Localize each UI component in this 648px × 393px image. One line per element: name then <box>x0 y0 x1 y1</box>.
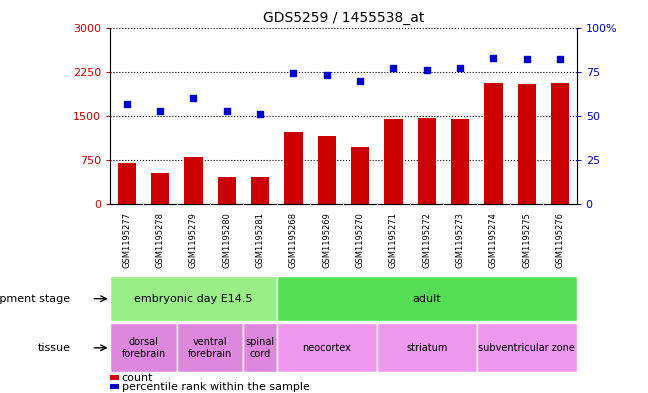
Bar <box>518 83 536 204</box>
Text: subventricular zone: subventricular zone <box>478 343 575 353</box>
Point <box>122 100 132 107</box>
Bar <box>118 163 136 204</box>
Text: neocortex: neocortex <box>303 343 351 353</box>
Text: GSM1195272: GSM1195272 <box>422 212 432 268</box>
Title: GDS5259 / 1455538_at: GDS5259 / 1455538_at <box>262 11 424 25</box>
Bar <box>384 119 402 204</box>
Text: GSM1195270: GSM1195270 <box>356 212 365 268</box>
Point <box>155 107 165 114</box>
Text: adult: adult <box>412 294 441 304</box>
Point <box>422 67 432 73</box>
Text: GSM1195275: GSM1195275 <box>522 212 531 268</box>
Point <box>388 65 399 71</box>
Bar <box>551 83 569 204</box>
Point <box>321 72 332 78</box>
Bar <box>376 323 477 372</box>
Bar <box>477 323 577 372</box>
Bar <box>177 323 244 372</box>
Bar <box>184 157 203 204</box>
Text: GSM1195268: GSM1195268 <box>289 212 298 268</box>
Bar <box>218 177 236 204</box>
Text: GSM1195276: GSM1195276 <box>555 212 564 268</box>
Text: ventral
forebrain: ventral forebrain <box>188 337 232 358</box>
Bar <box>110 375 119 380</box>
Text: GSM1195271: GSM1195271 <box>389 212 398 268</box>
Text: GSM1195281: GSM1195281 <box>255 212 264 268</box>
Bar <box>251 177 270 204</box>
Bar <box>110 276 277 321</box>
Bar <box>151 173 169 204</box>
Text: GSM1195274: GSM1195274 <box>489 212 498 268</box>
Bar <box>277 323 376 372</box>
Bar <box>284 132 303 204</box>
Text: GSM1195277: GSM1195277 <box>122 212 132 268</box>
Text: spinal
cord: spinal cord <box>246 337 275 358</box>
Point <box>522 56 532 62</box>
Text: count: count <box>122 373 154 383</box>
Text: dorsal
forebrain: dorsal forebrain <box>121 337 166 358</box>
Text: development stage: development stage <box>0 294 71 304</box>
Text: GSM1195278: GSM1195278 <box>156 212 165 268</box>
Point <box>255 111 265 117</box>
Bar <box>484 83 503 204</box>
Point <box>355 77 365 84</box>
Bar <box>244 323 277 372</box>
Point <box>222 107 232 114</box>
Point <box>555 56 565 62</box>
Text: GSM1195269: GSM1195269 <box>322 212 331 268</box>
Text: GSM1195279: GSM1195279 <box>189 212 198 268</box>
Point <box>488 54 498 61</box>
Point <box>189 95 199 101</box>
Text: percentile rank within the sample: percentile rank within the sample <box>122 382 310 392</box>
Text: GSM1195273: GSM1195273 <box>456 212 465 268</box>
Bar <box>110 384 119 389</box>
Bar <box>417 118 436 204</box>
Text: tissue: tissue <box>38 343 71 353</box>
Text: striatum: striatum <box>406 343 447 353</box>
Text: embryonic day E14.5: embryonic day E14.5 <box>134 294 253 304</box>
Point <box>288 70 299 77</box>
Bar <box>277 276 577 321</box>
Text: GSM1195280: GSM1195280 <box>222 212 231 268</box>
Bar <box>110 323 177 372</box>
Bar <box>351 147 369 204</box>
Bar <box>451 119 469 204</box>
Bar <box>318 136 336 204</box>
Point <box>455 65 465 71</box>
